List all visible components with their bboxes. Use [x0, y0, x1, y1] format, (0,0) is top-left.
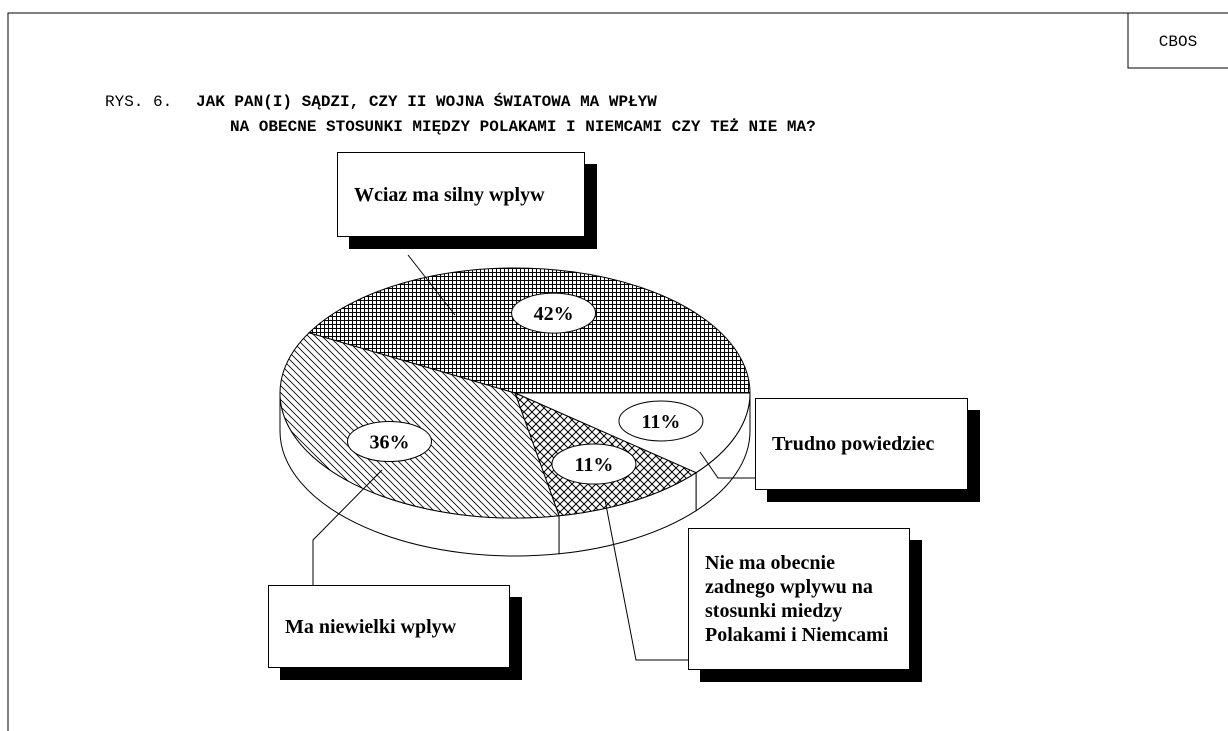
- category-label: Trudno powiedziec: [755, 398, 968, 490]
- value-label-bg: [551, 443, 637, 485]
- value-label: 42%: [534, 303, 574, 325]
- pie-slice: [279, 332, 560, 519]
- category-label: Nie ma obecnie zadnego wplywu na stosunk…: [688, 528, 910, 670]
- value-label-bg: [347, 420, 433, 462]
- frame: [7, 12, 1228, 731]
- source-box: [1127, 13, 1228, 69]
- figure-label: RYS. 6.: [105, 93, 172, 111]
- value-label-bg: [618, 400, 704, 442]
- value-label: 11%: [641, 411, 680, 433]
- category-label: Ma niewielki wplyw: [268, 585, 510, 668]
- title: NA OBECNE STOSUNKI MIĘDZY POLAKAMI I NIE…: [230, 118, 816, 136]
- category-label: Wciaz ma silny wplyw: [337, 152, 585, 237]
- pie-slice: [308, 267, 751, 394]
- value-label: 36%: [370, 431, 410, 453]
- value-label-bg: [511, 292, 597, 334]
- title: JAK PAN(I) SĄDZI, CZY II WOJNA ŚWIATOWA …: [196, 92, 657, 111]
- leaders: [312, 254, 755, 661]
- source: CBOS: [1159, 33, 1197, 51]
- value-label: 11%: [574, 454, 613, 476]
- pie: [279, 267, 751, 557]
